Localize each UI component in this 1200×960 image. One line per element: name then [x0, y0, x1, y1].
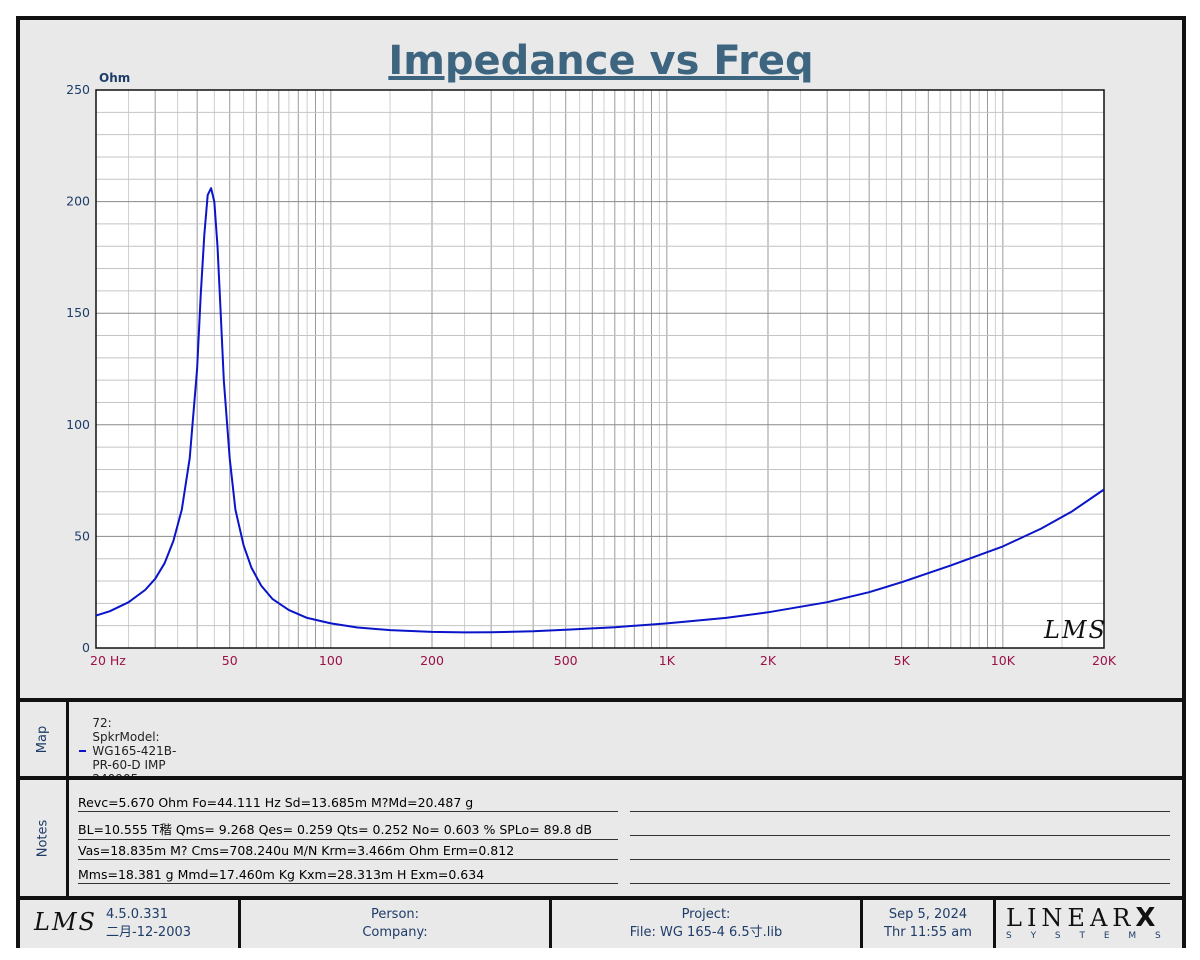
footer-logo-cell: LMS 4.5.0.331 二月-12-2003: [20, 900, 241, 948]
y-tick-label: 250: [66, 82, 90, 97]
footer-person-cell: Person: Company:: [241, 900, 552, 948]
y-tick-label: 150: [66, 305, 90, 320]
brand-text: LINEAR: [1006, 904, 1136, 932]
notes-section: Notes Revc=5.670 Ohm Fo=44.111 Hz Sd=13.…: [20, 776, 1182, 896]
x-tick-label: 5K: [894, 653, 911, 668]
map-side-label: Map: [20, 702, 69, 776]
x-tick-label: 10K: [991, 653, 1016, 668]
time-text: Thr 11:55 am: [884, 925, 972, 940]
y-tick-label: 200: [66, 194, 90, 209]
x-tick-label: 100: [319, 653, 343, 668]
lms-watermark: LMS: [1043, 616, 1107, 644]
chart-section: Impedance vs Freq 0 50 100 150 200 250 Ohm 20 H…: [20, 20, 1182, 694]
impedance-series-line: [95, 187, 1105, 634]
lms-logo: LMS: [34, 908, 97, 936]
y-tick-label: 50: [74, 528, 90, 543]
footer-project-cell: Project: File: WG 165-4 6.5寸.lib: [552, 900, 863, 948]
brand-x: X: [1135, 903, 1156, 933]
project-label: Project:: [681, 907, 731, 922]
report-frame: Impedance vs Freq 0 50 100 150 200 250 Ohm 20 H…: [16, 16, 1186, 948]
note-line-4: Mms=18.381 g Mmd=17.460m Kg Kxm=28.313m …: [78, 867, 618, 884]
x-tick-label: 500: [554, 653, 578, 668]
note-blank-1: [630, 811, 1170, 812]
note-blank-2: [630, 835, 1170, 836]
date-text: Sep 5, 2024: [888, 907, 968, 922]
x-tick-label: 200: [420, 653, 444, 668]
chart-title: Impedance vs Freq: [388, 38, 814, 84]
x-tick-label: 2K: [760, 653, 777, 668]
file-label: File: WG 165-4 6.5寸.lib: [629, 925, 783, 940]
company-label: Company:: [362, 925, 428, 940]
x-tick-label: 50: [222, 653, 238, 668]
legend-swatch: [79, 750, 87, 752]
build-date-text: 二月-12-2003: [106, 925, 192, 940]
note-blank-3: [630, 859, 1170, 860]
note-line-2: BL=10.555 T稭 Qms= 9.268 Qes= 0.259 Qts= …: [78, 819, 618, 840]
note-line-1: Revc=5.670 Ohm Fo=44.111 Hz Sd=13.685m M…: [78, 795, 618, 812]
notes-side-label: Notes: [20, 780, 69, 896]
impedance-chart: 0 50 100 150 200 250 Ohm 20 Hz 50 100 200 500 1K 2K 5K…: [66, 71, 1117, 668]
plot-area: [96, 90, 1104, 648]
map-section: Map 72: SpkrModel: WG165-421B-PR-60-D IM…: [20, 698, 1182, 786]
y-axis-label: Ohm: [99, 71, 130, 85]
x-tick-label: 1K: [659, 653, 676, 668]
plot-border: [95, 89, 1105, 649]
person-label: Person:: [370, 907, 420, 922]
version-text: 4.5.0.331: [106, 907, 169, 922]
x-tick-label: 20 Hz: [90, 653, 126, 668]
note-blank-4: [630, 883, 1170, 884]
linearx-logo: LINEARX S Y S T E M S: [996, 900, 1182, 948]
brand-subtitle: S Y S T E M S: [1006, 931, 1169, 941]
note-line-3: Vas=18.835m M? Cms=708.240u M/N Krm=3.46…: [78, 843, 618, 860]
x-tick-label: 20K: [1092, 653, 1117, 668]
y-tick-label: 0: [82, 640, 90, 655]
footer-section: LMS 4.5.0.331 二月-12-2003 Person: Company…: [20, 896, 1182, 948]
footer-date-cell: Sep 5, 2024 Thr 11:55 am: [863, 900, 996, 948]
y-tick-label: 100: [66, 417, 90, 432]
